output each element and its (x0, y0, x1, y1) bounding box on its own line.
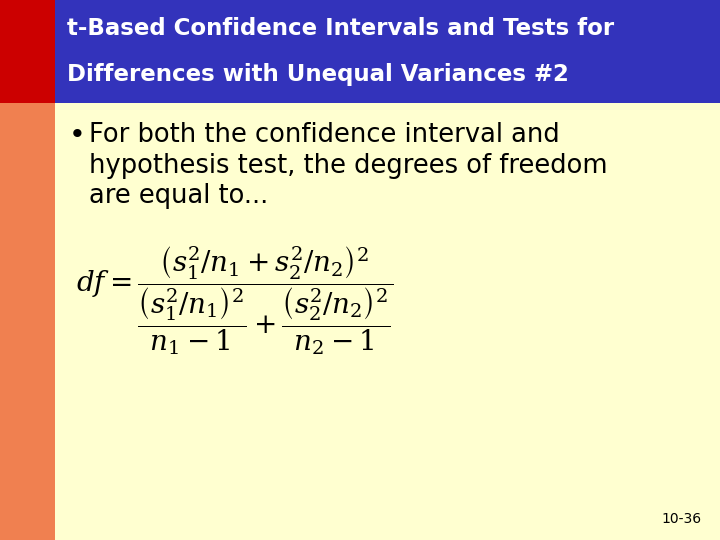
Bar (55, 103, 720, 540)
Text: $\mathit{df} = \dfrac{\left(\mathit{s}_1^2/\mathit{n}_1 + \mathit{s}_2^2/\mathit: $\mathit{df} = \dfrac{\left(\mathit{s}_1… (76, 245, 394, 357)
Text: are equal to...: are equal to... (89, 183, 269, 209)
Text: For both the confidence interval and: For both the confidence interval and (89, 122, 559, 148)
Text: 10-36: 10-36 (662, 512, 702, 526)
Text: hypothesis test, the degrees of freedom: hypothesis test, the degrees of freedom (89, 152, 608, 179)
Text: Differences with Unequal Variances #2: Differences with Unequal Variances #2 (67, 63, 569, 86)
Bar (0, 103, 55, 540)
Text: t-Based Confidence Intervals and Tests for: t-Based Confidence Intervals and Tests f… (67, 17, 614, 40)
Bar (55, 0, 720, 103)
Text: •: • (69, 121, 86, 149)
Bar (0, 0, 55, 103)
